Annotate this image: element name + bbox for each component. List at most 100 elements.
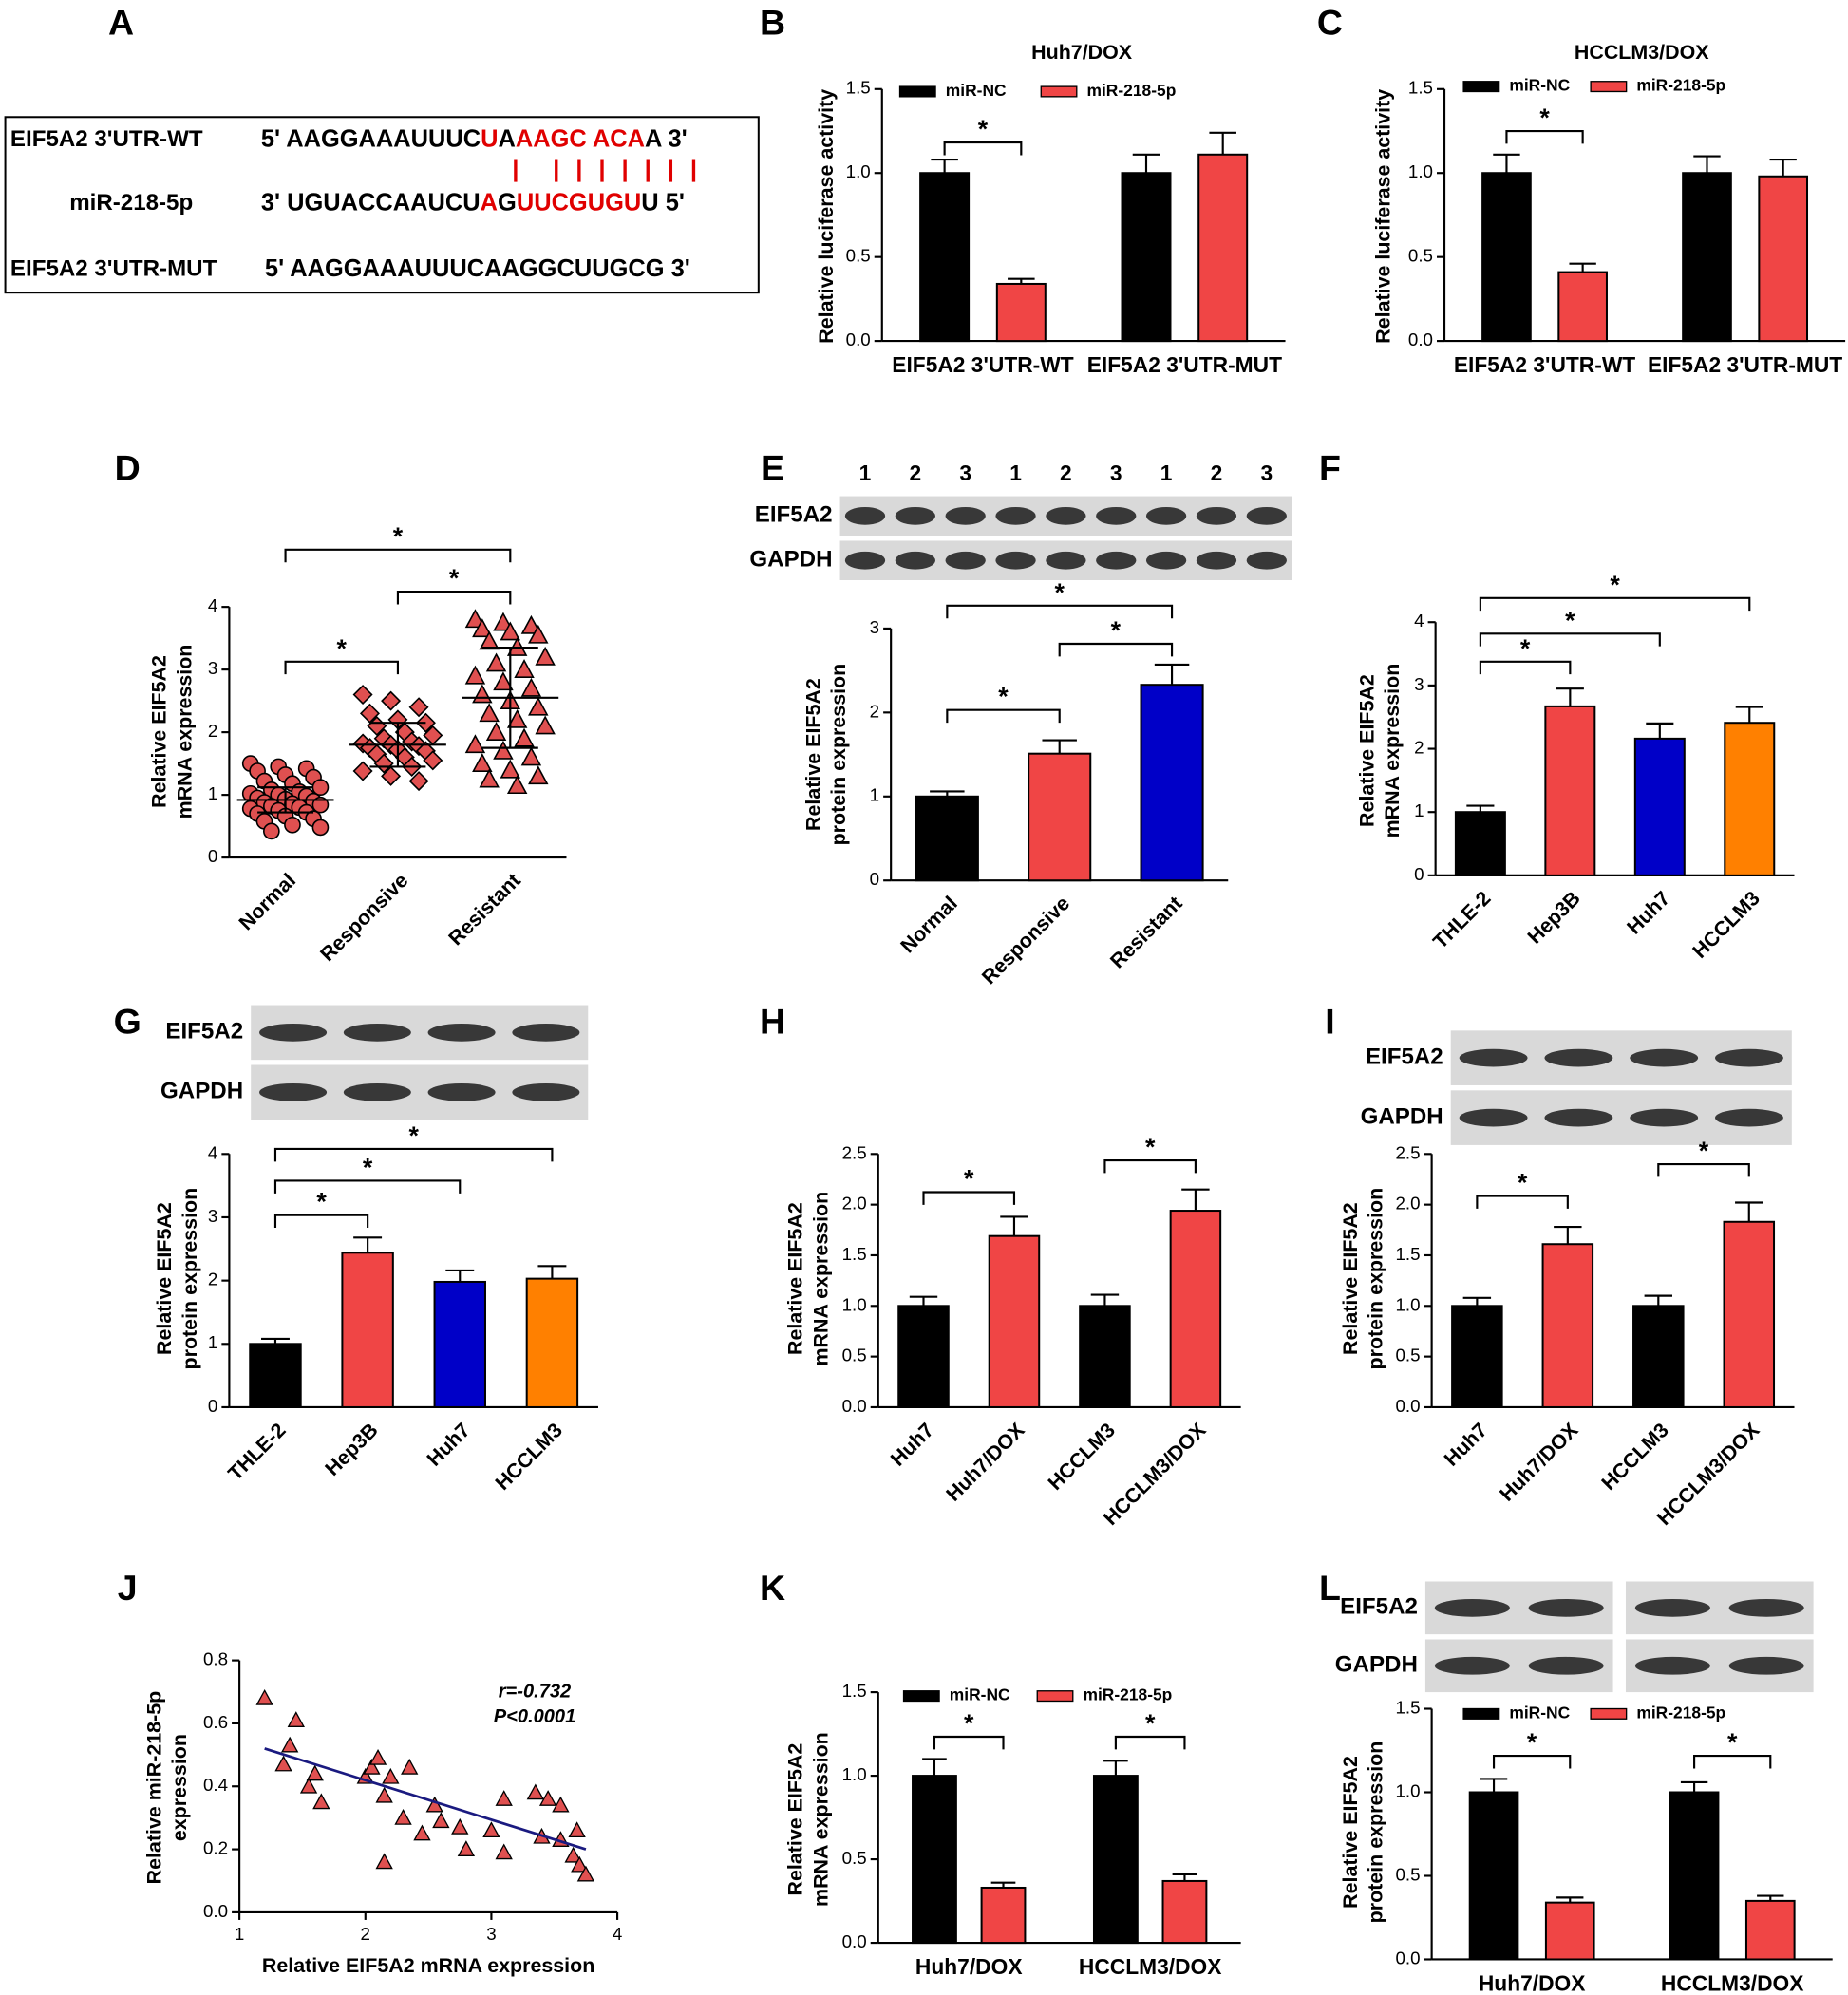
error-bar bbox=[1680, 1780, 1708, 1793]
x-tick-label: Normal bbox=[235, 869, 300, 934]
error-bar bbox=[1172, 1873, 1197, 1881]
panel-a-frame bbox=[4, 116, 760, 294]
point bbox=[381, 765, 402, 786]
point bbox=[306, 1764, 324, 1781]
lane-label: 1 bbox=[1009, 461, 1022, 485]
significance-label: * bbox=[1145, 1133, 1156, 1161]
bar bbox=[1724, 722, 1776, 876]
lane-label: 3 bbox=[1110, 461, 1122, 485]
sequence: 5' AAGGAAAUUUCUAAAGC ACAA 3' bbox=[261, 125, 688, 152]
x-tick-label: HCCLM3 bbox=[491, 1419, 567, 1495]
bar bbox=[1541, 1243, 1594, 1408]
error-bar bbox=[1132, 153, 1160, 174]
blot-band bbox=[1246, 506, 1287, 525]
y-tick-label: 1.0 bbox=[842, 1294, 867, 1314]
bar bbox=[1481, 172, 1532, 343]
blot-band bbox=[1434, 1656, 1510, 1675]
blot-band bbox=[512, 1082, 580, 1101]
significance-label: * bbox=[964, 1709, 974, 1738]
x-tick-label: HCCLM3/DOX bbox=[1661, 1970, 1804, 1995]
point bbox=[493, 671, 514, 691]
point bbox=[311, 779, 330, 797]
blot-band bbox=[895, 506, 935, 525]
bar bbox=[1161, 1879, 1208, 1945]
y-tick-label: 1.5 bbox=[846, 78, 871, 98]
sequence: 5' AAGGAAAUUUCAAGGCUUGCG 3' bbox=[265, 255, 690, 282]
bar bbox=[1454, 811, 1506, 876]
x-tick-label: Huh7 bbox=[886, 1419, 938, 1471]
y-tick-label: 1.0 bbox=[1408, 161, 1433, 181]
sequence-segment: A bbox=[499, 125, 516, 152]
y-axis-label: Relative luciferase activity bbox=[1372, 89, 1395, 344]
panel-letter: E bbox=[761, 448, 784, 488]
significance-bracket bbox=[1479, 632, 1661, 647]
error-bar bbox=[909, 1295, 938, 1307]
blot-band bbox=[1715, 1048, 1783, 1067]
x-tick-label: THLE-2 bbox=[1428, 887, 1495, 953]
point bbox=[457, 1840, 476, 1856]
point bbox=[382, 1767, 400, 1784]
legend-swatch bbox=[1590, 1707, 1628, 1720]
blot-band bbox=[1434, 1598, 1510, 1617]
bar bbox=[525, 1277, 579, 1408]
error-bar bbox=[1757, 1894, 1784, 1901]
panel-letter: G bbox=[114, 1002, 141, 1042]
panel-letter: C bbox=[1317, 3, 1343, 43]
bar bbox=[1028, 752, 1092, 882]
significance-bracket bbox=[1114, 1735, 1186, 1750]
legend-swatch bbox=[902, 1690, 940, 1703]
sequence-segment: U bbox=[481, 125, 498, 152]
blot-band bbox=[995, 506, 1036, 525]
chart-title: Huh7/DOX bbox=[1031, 41, 1133, 64]
significance-bracket bbox=[1657, 1162, 1750, 1177]
blot-row-label: GAPDH bbox=[1335, 1652, 1418, 1678]
y-tick-label: 1 bbox=[208, 1332, 217, 1352]
x-tick-label: Huh7/DOX bbox=[1496, 1418, 1583, 1505]
point bbox=[535, 646, 556, 666]
x-tick-label: EIF5A2 3'UTR-WT bbox=[892, 352, 1073, 377]
significance-label: * bbox=[1539, 104, 1550, 132]
point bbox=[363, 1758, 381, 1775]
blot-band bbox=[945, 551, 986, 570]
x-tick-label: Hep3B bbox=[1523, 887, 1585, 949]
error-bar bbox=[1493, 153, 1520, 174]
y-tick-label: 1.0 bbox=[842, 1764, 867, 1784]
y-tick-label: 0.8 bbox=[203, 1649, 228, 1669]
blot-band bbox=[427, 1023, 496, 1042]
blot-band bbox=[343, 1023, 411, 1042]
point bbox=[482, 1821, 500, 1838]
blot-band bbox=[1096, 551, 1137, 570]
point bbox=[394, 1808, 412, 1825]
y-axis-label: Relative EIF5A2 bbox=[153, 1202, 176, 1355]
error-bar bbox=[1480, 1778, 1508, 1793]
blot-band bbox=[1145, 506, 1187, 525]
significance-bracket bbox=[1058, 642, 1174, 657]
significance-label: * bbox=[363, 1153, 373, 1181]
blot-row-label: EIF5A2 bbox=[1366, 1045, 1443, 1070]
error-bar bbox=[1556, 687, 1584, 706]
point bbox=[381, 690, 402, 711]
bar bbox=[1140, 684, 1204, 882]
y-tick-label: 0.5 bbox=[842, 1346, 867, 1365]
y-tick-label: 2 bbox=[870, 701, 879, 721]
x-tick-label: HCCLM3 bbox=[1597, 1419, 1673, 1495]
y-tick-label: 0 bbox=[870, 869, 879, 889]
legend-label: miR-218-5p bbox=[1636, 1703, 1725, 1722]
x-tick-label: Huh7/DOX bbox=[942, 1418, 1029, 1505]
bar bbox=[1682, 172, 1732, 343]
x-axis-label: Relative EIF5A2 mRNA expression bbox=[262, 1954, 594, 1977]
blot-band bbox=[945, 506, 986, 525]
point bbox=[514, 659, 535, 678]
bar bbox=[1079, 1305, 1131, 1408]
legend-swatch bbox=[898, 85, 936, 98]
significance-bracket bbox=[946, 708, 1061, 724]
y-axis-label: Relative miR-218-5p bbox=[142, 1691, 165, 1885]
y-tick-label: 1 bbox=[870, 785, 879, 805]
y-axis-label: Relative EIF5A2 bbox=[1339, 1202, 1362, 1355]
blot-band bbox=[1544, 1048, 1613, 1067]
error-bar bbox=[445, 1269, 475, 1282]
x-tick-label: Resistant bbox=[1105, 892, 1186, 972]
panel-letter: A bbox=[108, 3, 134, 43]
y-tick-label: 1.5 bbox=[1395, 1697, 1420, 1717]
fit-line bbox=[264, 1747, 587, 1851]
